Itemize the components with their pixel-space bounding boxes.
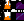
Title: Confusion matrix: Confusion matrix — [0, 0, 24, 7]
Legend: True, Estimated: True, Estimated — [0, 9, 3, 21]
Legend: True, Estimated: True, Estimated — [0, 20, 3, 21]
Title: Test: Test — [0, 0, 24, 7]
